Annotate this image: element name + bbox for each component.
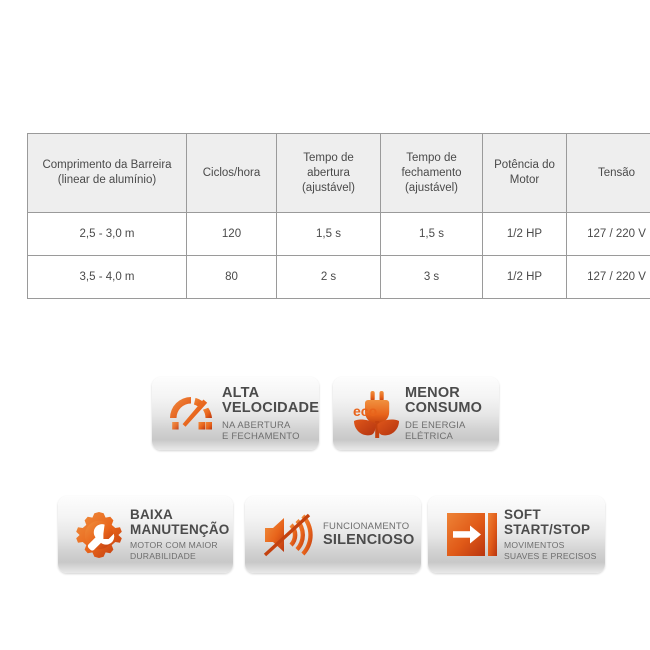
table-header-cell-potencia: Potência do Motor xyxy=(482,133,567,213)
table-row: 3,5 - 4,0 m 80 2 s 3 s 1/2 HP 127 / 220 … xyxy=(27,255,650,299)
header-line: Ciclos/hora xyxy=(202,166,261,179)
speedometer-icon-svg xyxy=(170,396,212,429)
badge-title-line: CONSUMO xyxy=(405,400,483,416)
table-cell: 1/2 HP xyxy=(482,255,567,299)
table-header-cell-comprimento: Comprimento da Barreira (linear de alumí… xyxy=(27,133,187,213)
feature-badge-menor-consumo: eco MENOR CONSUMO DE ENERGIA ELÉTRICA xyxy=(333,377,499,450)
muted-speaker-icon xyxy=(245,511,323,559)
arrow-glyph xyxy=(453,525,481,544)
table-cell: 1,5 s xyxy=(276,212,381,256)
badge-title-line: MENOR xyxy=(405,384,460,401)
specifications-table-container: Comprimento da Barreira (linear de alumí… xyxy=(27,133,650,299)
header-line: (linear de alumínio) xyxy=(57,174,157,186)
eco-plug-icon-svg: eco xyxy=(353,390,399,438)
table-cell: 127 / 220 V xyxy=(566,212,650,256)
table-cell: 120 xyxy=(186,212,277,256)
table-header-cell-ciclos: Ciclos/hora xyxy=(186,133,277,213)
table-cell: 3 s xyxy=(380,255,483,299)
table-body: 2,5 - 3,0 m 120 1,5 s 1,5 s 1/2 HP 127 /… xyxy=(27,212,650,299)
feature-badge-soft-start-stop: SOFT START/STOP MOVIMENTOS SUAVES E PREC… xyxy=(428,496,605,573)
badge-text: ALTA VELOCIDADE NA ABERTURA E FECHAMENTO xyxy=(222,384,319,442)
header-line: Tempo de xyxy=(303,151,354,164)
speedometer-icon xyxy=(152,391,222,437)
badge-title-line: MANUTENÇÃO xyxy=(130,521,230,537)
header-line: (ajustável) xyxy=(404,181,459,194)
badge-text: BAIXA MANUTENÇÃO MOTOR COM MAIOR DURABIL… xyxy=(130,507,233,561)
badge-subtitle-line: MOTOR COM MAIOR xyxy=(130,540,218,550)
table-header-cell-tempo-fechamento: Tempo de fechamento (ajustável) xyxy=(380,133,483,213)
table-header-cell-tensao: Tensão xyxy=(566,133,650,213)
table-header-row: Comprimento da Barreira (linear de alumí… xyxy=(27,133,650,213)
badge-subtitle-line: MOVIMENTOS xyxy=(504,540,565,550)
badge-title-line: ALTA xyxy=(222,384,260,401)
badge-text: FUNCIONAMENTO SILENCIOSO xyxy=(323,521,421,549)
specifications-table: Comprimento da Barreira (linear de alumí… xyxy=(27,133,650,299)
badge-text: SOFT START/STOP MOVIMENTOS SUAVES E PREC… xyxy=(504,507,605,561)
header-line: Tempo de xyxy=(406,151,457,164)
table-cell: 2,5 - 3,0 m xyxy=(27,212,187,256)
badge-title-line: VELOCIDADE xyxy=(222,400,319,416)
badge-subtitle-line: E FECHAMENTO xyxy=(222,430,300,442)
muted-speaker-icon-svg xyxy=(263,513,313,556)
badge-title-line: START/STOP xyxy=(504,521,591,537)
table-cell: 127 / 220 V xyxy=(566,255,650,299)
eco-plug-icon: eco xyxy=(333,388,405,440)
table-cell: 80 xyxy=(186,255,277,299)
mute-slash xyxy=(263,513,311,556)
gear-wrench-icon xyxy=(58,510,130,560)
badge-subtitle-line: NA ABERTURA xyxy=(222,419,291,431)
feature-badge-silencioso: FUNCIONAMENTO SILENCIOSO xyxy=(245,496,421,573)
table-cell: 3,5 - 4,0 m xyxy=(27,255,187,299)
feature-badge-baixa-manutencao: BAIXA MANUTENÇÃO MOTOR COM MAIOR DURABIL… xyxy=(58,496,233,573)
badge-title-line: SILENCIOSO xyxy=(323,531,415,548)
table-cell: 1,5 s xyxy=(380,212,483,256)
table-cell: 2 s xyxy=(276,255,381,299)
header-line: Comprimento da Barreira xyxy=(42,159,172,171)
gear-wrench-icon-svg xyxy=(76,511,122,558)
badge-subtitle-line: DURABILIDADE xyxy=(130,550,196,561)
badge-title-line: SOFT xyxy=(504,507,541,522)
badge-subtitle-line: SUAVES E PRECISOS xyxy=(504,550,597,561)
header-line: fechamento xyxy=(401,166,462,179)
arrow-to-bar-icon-svg xyxy=(447,513,497,556)
header-line: Tensão xyxy=(597,166,636,179)
table-header: Comprimento da Barreira (linear de alumí… xyxy=(27,133,650,213)
arrow-to-bar-icon xyxy=(428,513,504,556)
stop-bar xyxy=(488,513,497,556)
eco-label: eco xyxy=(353,403,377,419)
badge-subtitle-line: DE ENERGIA ELÉTRICA xyxy=(405,419,466,442)
header-line: Potência do xyxy=(494,159,555,171)
table-cell: 1/2 HP xyxy=(482,212,567,256)
badge-title-line: BAIXA xyxy=(130,507,174,522)
feature-badge-alta-velocidade: ALTA VELOCIDADE NA ABERTURA E FECHAMENTO xyxy=(152,377,319,450)
header-line: Motor xyxy=(509,174,540,186)
header-line: abertura xyxy=(307,166,350,179)
table-header-cell-tempo-abertura: Tempo de abertura (ajustável) xyxy=(276,133,381,213)
badge-subtitle-line: FUNCIONAMENTO xyxy=(323,520,410,532)
badge-text: MENOR CONSUMO DE ENERGIA ELÉTRICA xyxy=(405,384,499,442)
table-row: 2,5 - 3,0 m 120 1,5 s 1,5 s 1/2 HP 127 /… xyxy=(27,212,650,256)
header-line: (ajustável) xyxy=(301,181,356,194)
